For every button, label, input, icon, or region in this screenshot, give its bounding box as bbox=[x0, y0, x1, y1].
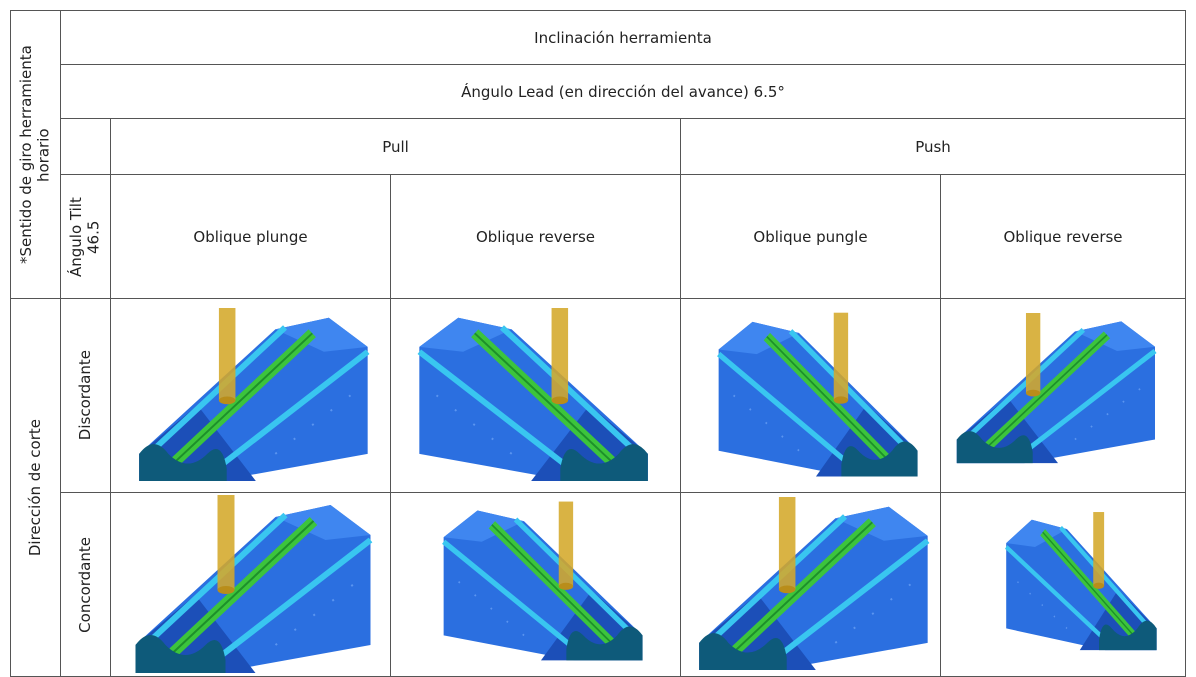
image-cell bbox=[680, 492, 941, 677]
lead-angle: Ángulo Lead (en dirección del avance) 6.… bbox=[461, 82, 785, 101]
tilt-cell: Ángulo Tilt 46.5 bbox=[60, 174, 111, 299]
lead-cell: Ángulo Lead (en dirección del avance) 6.… bbox=[60, 64, 1186, 119]
image-cell bbox=[940, 298, 1186, 493]
part-render bbox=[696, 308, 926, 483]
group-cell: Pull bbox=[110, 118, 681, 175]
image-cell bbox=[390, 492, 681, 677]
strategy: Oblique reverse bbox=[1003, 227, 1123, 246]
image-cell bbox=[110, 492, 391, 677]
part-render bbox=[126, 308, 376, 483]
title: Inclinación herramienta bbox=[534, 28, 712, 47]
empty-cell bbox=[60, 118, 111, 175]
part-render bbox=[948, 313, 1178, 478]
group-label: Push bbox=[915, 137, 951, 156]
side-header-cell: *Sentido de giro herramienta horario bbox=[10, 10, 61, 299]
row-header: Discordante bbox=[75, 350, 94, 441]
part-render bbox=[686, 497, 936, 672]
row-header: Concordante bbox=[75, 536, 94, 633]
strategy: Oblique plunge bbox=[193, 227, 308, 246]
strategy: Oblique pungle bbox=[753, 227, 868, 246]
image-cell bbox=[680, 298, 941, 493]
image-cell bbox=[110, 298, 391, 493]
direction-header: Dirección de corte bbox=[25, 418, 44, 557]
row-header-cell: Concordante bbox=[60, 492, 111, 677]
strategy: Oblique reverse bbox=[475, 227, 596, 246]
image-cell bbox=[940, 492, 1186, 677]
strategy-cell: Oblique plunge bbox=[110, 174, 391, 299]
part-render bbox=[421, 497, 651, 672]
strategy-cell: Oblique reverse bbox=[390, 174, 681, 299]
strategy-cell: Oblique pungle bbox=[680, 174, 941, 299]
part-render bbox=[963, 497, 1163, 672]
row-header-cell: Discordante bbox=[60, 298, 111, 493]
side-header: *Sentido de giro herramienta horario bbox=[17, 45, 53, 264]
image-cell bbox=[390, 298, 681, 493]
tilt-angle: Ángulo Tilt 46.5 bbox=[67, 196, 103, 277]
part-render bbox=[411, 308, 661, 483]
group-cell: Push bbox=[680, 118, 1186, 175]
part-render bbox=[123, 495, 378, 675]
group-label: Pull bbox=[382, 137, 409, 156]
strategy-cell: Oblique reverse bbox=[940, 174, 1186, 299]
direction-cell: Dirección de corte bbox=[10, 298, 61, 677]
title-cell: Inclinación herramienta bbox=[60, 10, 1186, 65]
